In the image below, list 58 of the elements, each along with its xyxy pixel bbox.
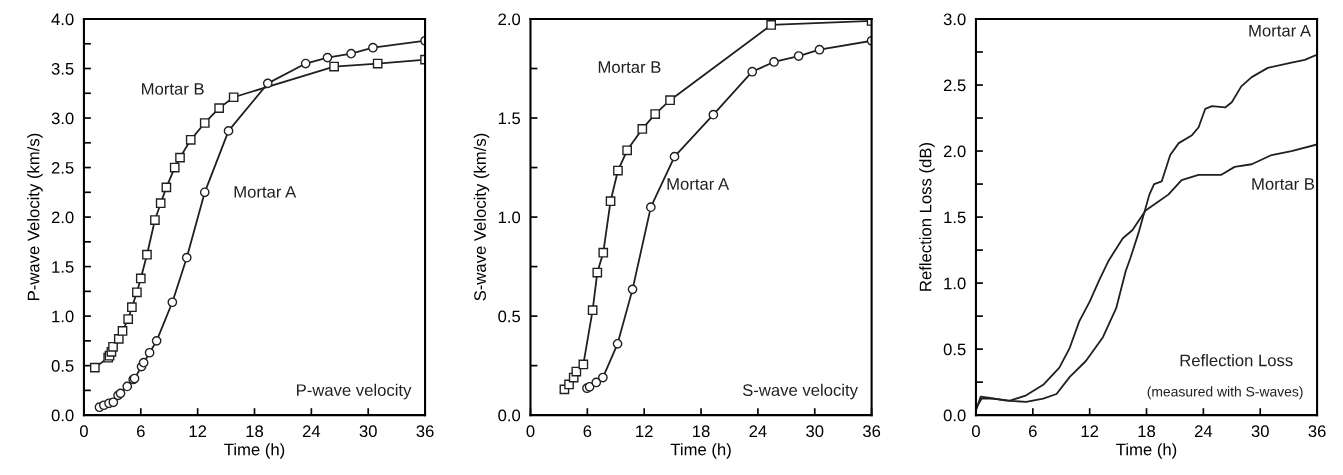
x-tick-label: 18 xyxy=(693,425,710,438)
y-tick-label: 1.5 xyxy=(944,211,966,224)
y-tick-label: 2.0 xyxy=(51,211,74,224)
x-tick-label: 6 xyxy=(1029,425,1037,438)
annotation: Reflection Loss xyxy=(1180,354,1293,367)
y-tick-label: 4.0 xyxy=(51,13,74,26)
x-tick-label: 12 xyxy=(636,425,653,437)
y-tick-label: 2.5 xyxy=(943,79,966,92)
x-tick-label: 12 xyxy=(189,425,207,437)
y-tick-label: 1.5 xyxy=(498,112,521,125)
x-tick-label: 0 xyxy=(971,425,980,438)
y-tick-label: 2.5 xyxy=(51,161,74,174)
x-axis-title: Time (h) xyxy=(224,443,285,459)
x-tick-label: 6 xyxy=(583,425,592,438)
y-axis-title: Reflection Loss (dB) xyxy=(919,143,935,291)
y-tick-label: 1.5 xyxy=(52,261,74,273)
y-tick-label: 1.0 xyxy=(944,277,966,290)
y-tick-label: 0.0 xyxy=(51,409,74,422)
series-label: Mortar A xyxy=(667,178,730,190)
y-tick-label: 3.0 xyxy=(51,112,74,125)
x-tick-label: 0 xyxy=(526,425,535,438)
y-tick-label: 0.5 xyxy=(498,310,521,323)
x-tick-label: 36 xyxy=(862,425,881,438)
annotation: S-wave velocity xyxy=(742,383,858,400)
x-tick-label: 18 xyxy=(246,425,264,438)
x-tick-label: 24 xyxy=(1194,425,1213,437)
x-axis-title: Time (h) xyxy=(670,443,731,459)
y-tick-label: 0.0 xyxy=(498,409,521,422)
y-tick-label: 2.0 xyxy=(498,13,521,26)
y-tick-label: 0.0 xyxy=(943,409,966,422)
x-tick-label: 24 xyxy=(302,425,321,437)
x-tick-label: 12 xyxy=(1081,425,1099,437)
x-tick-label: 6 xyxy=(137,425,145,438)
y-tick-label: 1.0 xyxy=(498,211,521,224)
y-tick-label: 3.0 xyxy=(943,13,966,26)
annotation: P-wave velocity xyxy=(297,383,412,400)
y-tick-label: 0.5 xyxy=(943,343,966,356)
x-tick-label: 0 xyxy=(79,425,88,438)
y-axis-title: P-wave Velocity (km/s) xyxy=(27,133,43,300)
y-tick-label: 2.0 xyxy=(943,145,966,158)
x-tick-label: 36 xyxy=(416,425,434,438)
series-label: Mortar B xyxy=(142,83,204,95)
series-label: Mortar B xyxy=(598,61,661,73)
y-tick-label: 0.5 xyxy=(51,360,74,372)
x-tick-label: 36 xyxy=(1308,425,1326,438)
y-axis-title: S-wave Velocity (km/s) xyxy=(473,133,490,301)
x-tick-label: 18 xyxy=(1138,425,1156,438)
series-label: Mortar A xyxy=(1249,24,1312,37)
x-tick-label: 30 xyxy=(1251,425,1269,438)
series-label: Mortar B xyxy=(1252,178,1315,190)
x-tick-label: 30 xyxy=(359,425,377,438)
x-tick-label: 24 xyxy=(749,425,767,437)
x-axis-title: Time (h) xyxy=(1116,443,1177,459)
y-tick-label: 3.5 xyxy=(51,62,74,75)
annotation: (measured with S-waves) xyxy=(1147,386,1303,400)
series-label: Mortar A xyxy=(234,186,297,198)
y-tick-label: 1.0 xyxy=(52,310,74,323)
x-tick-label: 30 xyxy=(806,425,824,438)
